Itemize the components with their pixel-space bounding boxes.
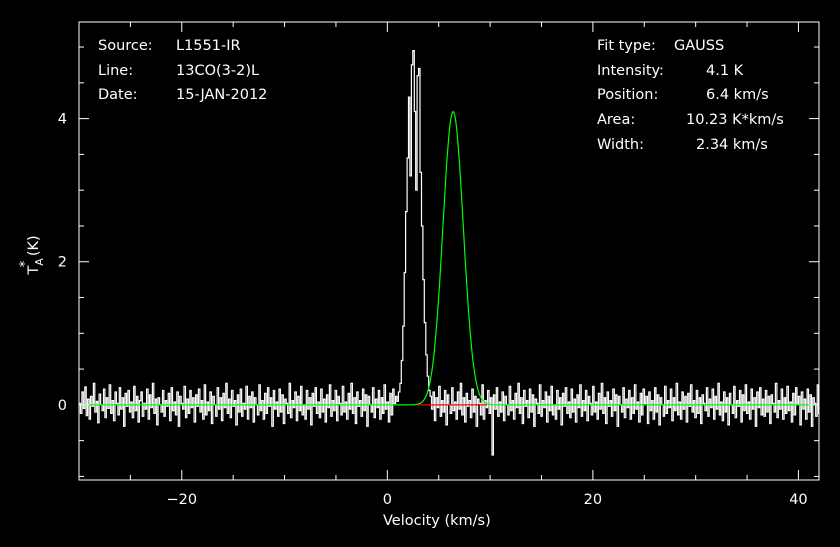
source-value: L1551-IR <box>176 38 241 54</box>
gaussian-fit-line <box>79 110 819 406</box>
source-label: Source: <box>98 38 153 54</box>
curves <box>79 50 819 456</box>
area-label: Area: <box>597 112 635 128</box>
plot-frame <box>78 21 820 481</box>
fit-type-value: GAUSS <box>674 38 724 54</box>
axis-ticks: −20 0 20 40 0 2 4 <box>58 22 819 508</box>
area-value: 10.23 K*km/s <box>686 112 784 128</box>
y-tick-label: 2 <box>58 255 67 271</box>
x-tick-label: 40 <box>789 492 807 508</box>
intensity-label: Intensity: <box>597 63 664 79</box>
x-tick-label: 20 <box>584 492 602 508</box>
x-tick-label: 0 <box>383 492 392 508</box>
x-axis-label: Velocity (km/s) <box>383 513 491 529</box>
date-label: Date: <box>98 87 138 103</box>
intensity-value: 4.1 K <box>706 63 744 79</box>
x-tick-label: −20 <box>166 492 197 508</box>
position-label: Position: <box>597 87 658 103</box>
fit-type-label: Fit type: <box>597 38 656 54</box>
width-label: Width: <box>597 137 644 153</box>
position-value: 6.4 km/s <box>706 87 769 103</box>
y-tick-label: 0 <box>58 398 67 414</box>
line-value: 13CO(3-2)L <box>176 63 259 79</box>
info-left: Source: L1551-IR Line: 13CO(3-2)L Date: … <box>98 38 267 103</box>
date-value: 15-JAN-2012 <box>176 87 267 103</box>
spectrum-line <box>79 50 819 456</box>
info-right: Fit type: GAUSS Intensity: 4.1 K Positio… <box>597 38 784 153</box>
line-label: Line: <box>98 63 133 79</box>
y-tick-label: 4 <box>58 112 67 128</box>
width-value: 2.34 km/s <box>696 137 768 153</box>
